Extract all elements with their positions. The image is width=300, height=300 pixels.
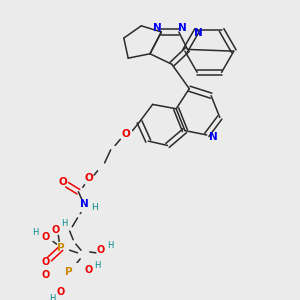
Text: O: O <box>57 287 65 297</box>
Text: O: O <box>52 225 60 235</box>
Text: N: N <box>154 23 162 34</box>
Text: O: O <box>97 245 105 255</box>
Text: O: O <box>121 129 130 139</box>
Text: N: N <box>209 132 218 142</box>
Text: N: N <box>194 28 202 38</box>
Text: H: H <box>94 261 101 270</box>
Text: N: N <box>178 23 187 34</box>
Text: H: H <box>92 203 98 212</box>
Text: O: O <box>42 270 50 280</box>
Text: O: O <box>41 257 50 267</box>
Text: O: O <box>85 265 93 275</box>
Text: H: H <box>61 219 68 228</box>
Text: O: O <box>58 177 67 187</box>
Text: O: O <box>42 232 50 242</box>
Text: P: P <box>65 267 73 277</box>
Text: N: N <box>80 199 89 209</box>
Text: H: H <box>32 228 39 237</box>
Text: H: H <box>49 294 56 300</box>
Text: O: O <box>85 173 93 183</box>
Text: P: P <box>57 244 65 254</box>
Text: H: H <box>107 241 113 250</box>
